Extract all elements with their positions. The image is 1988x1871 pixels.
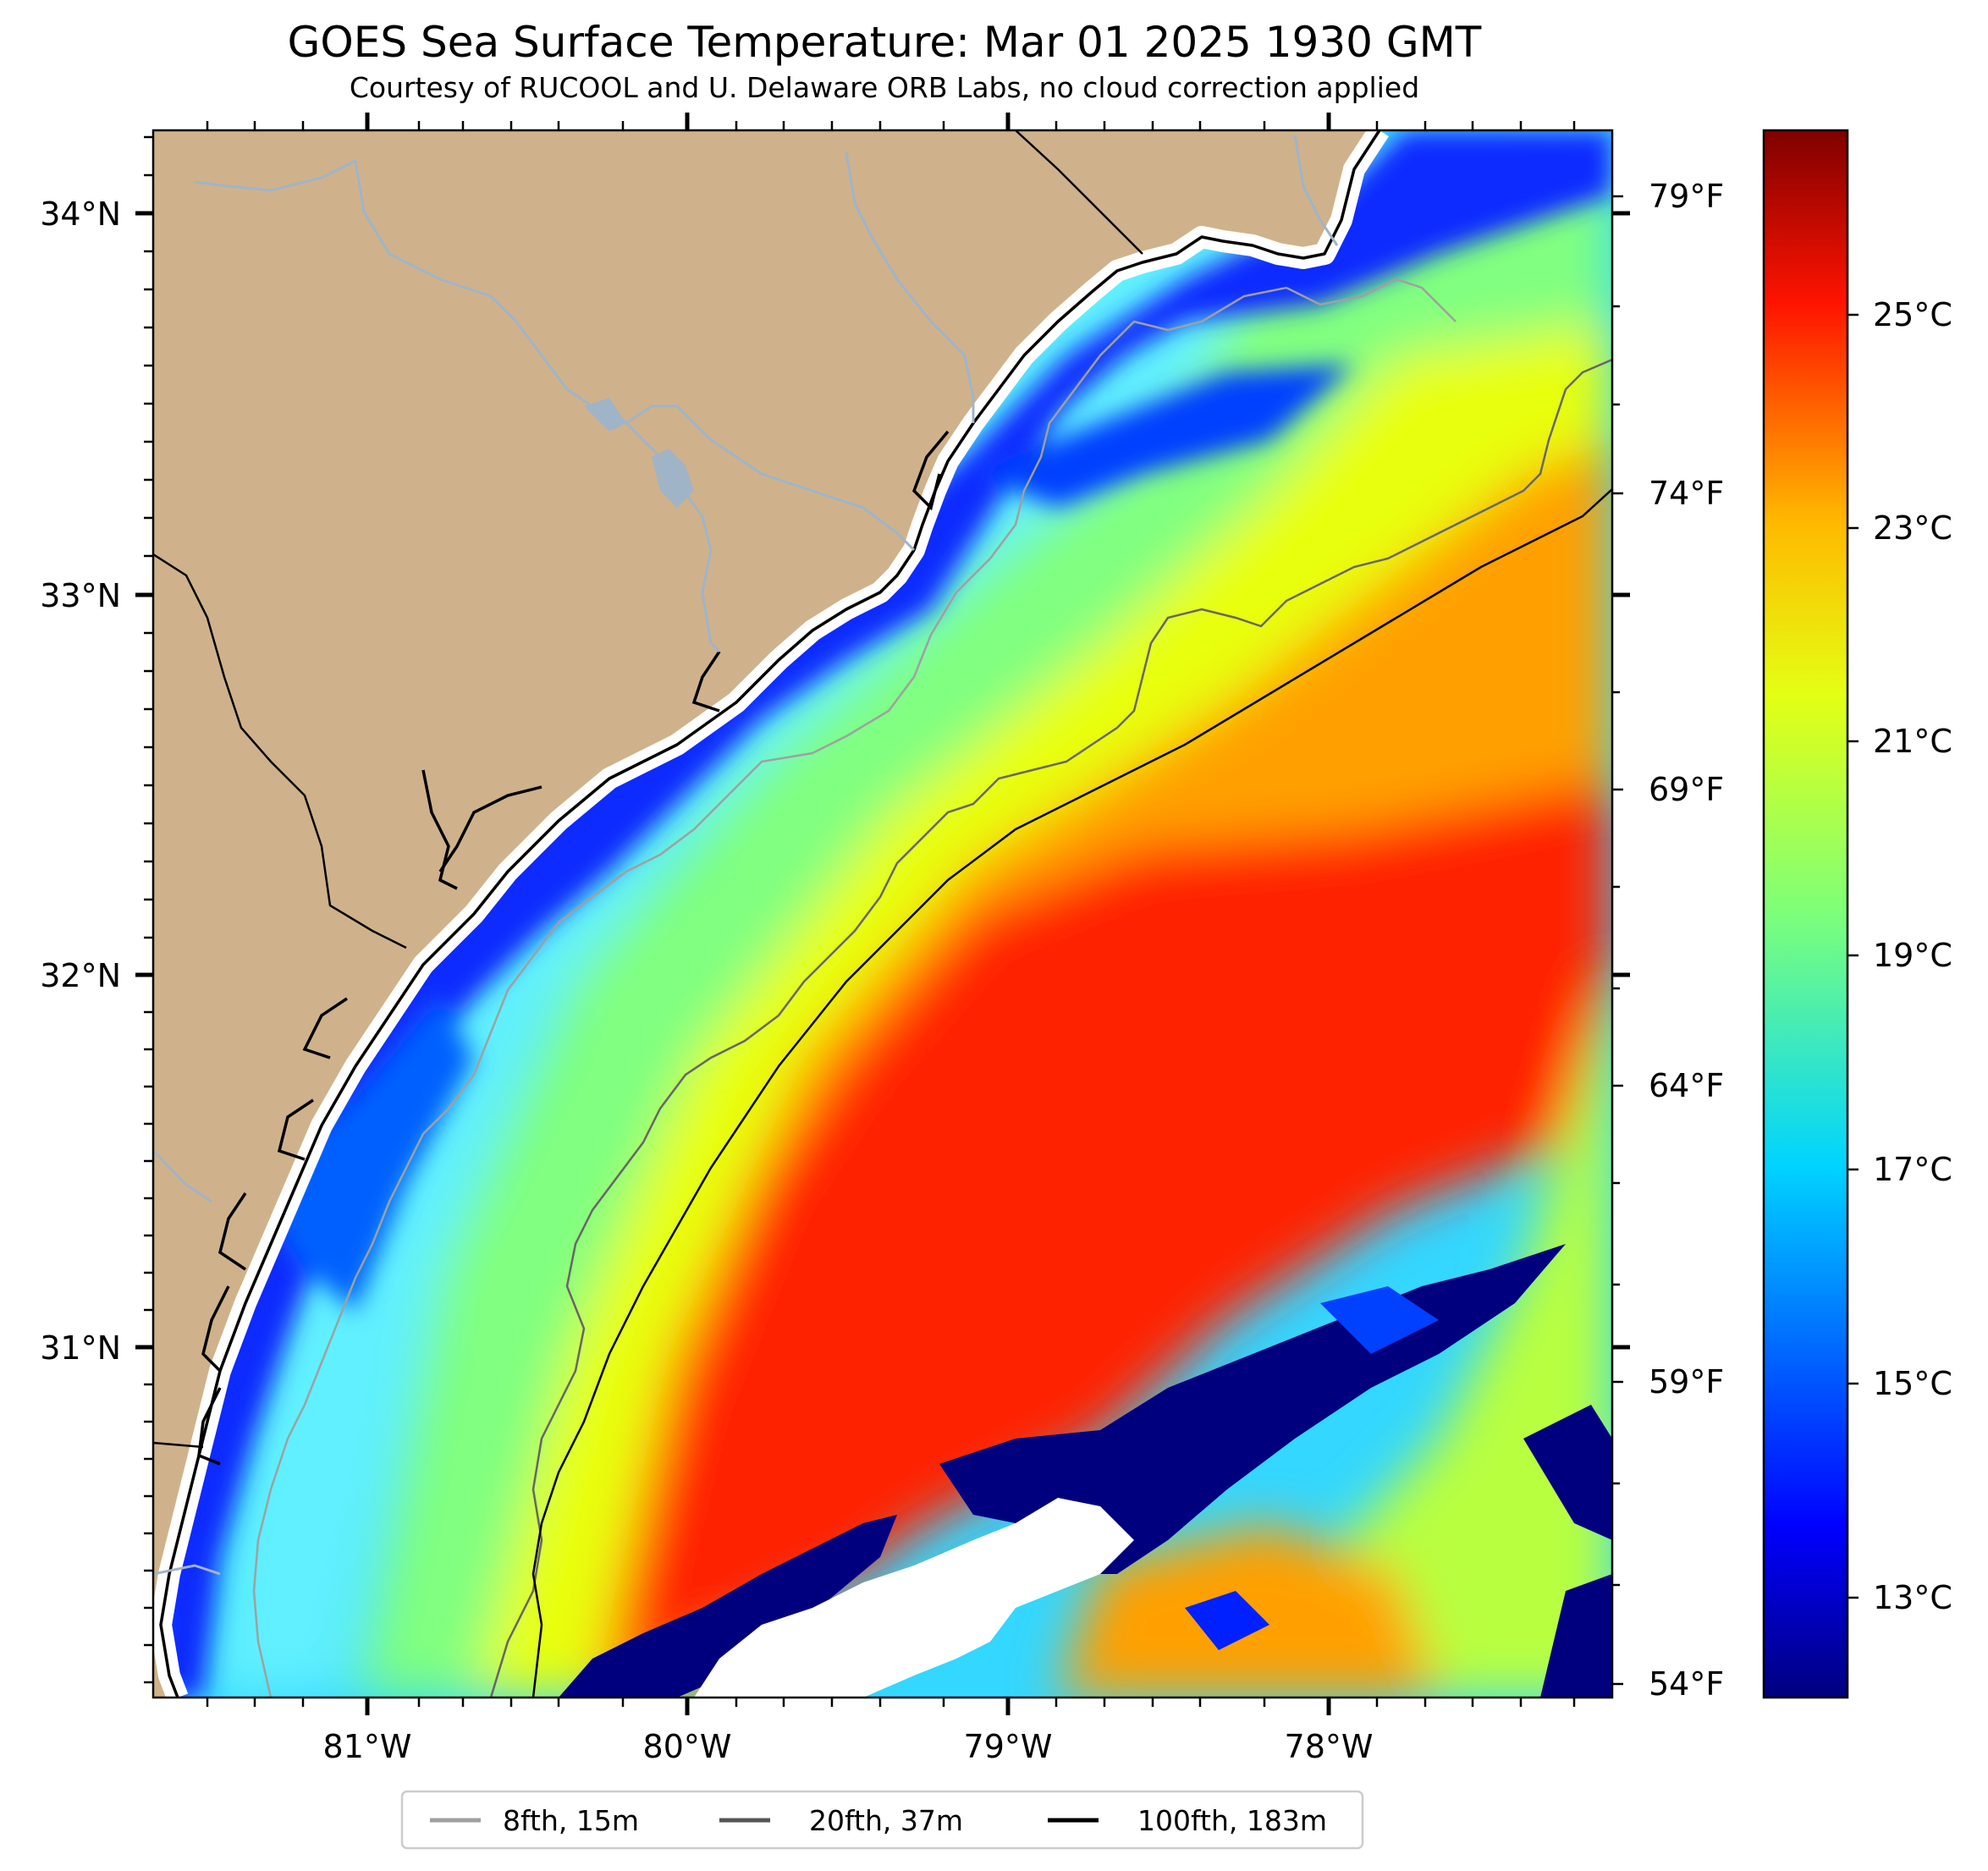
lat-label-31n: 31°N xyxy=(40,1329,121,1367)
fahrenheit-ticks xyxy=(1612,195,1623,1686)
colorbar-label-25c: 25°C xyxy=(1873,296,1952,333)
lat-minor-ticks xyxy=(144,135,153,1684)
cold-eddy-patches xyxy=(559,1244,1612,1698)
isobath-20fth xyxy=(489,358,1612,1698)
state-borders xyxy=(153,130,1143,1449)
fahrenheit-label-59: 59°F xyxy=(1649,1363,1724,1400)
map-frame xyxy=(151,129,1614,1699)
lat-major-ticks xyxy=(135,211,1630,1350)
colorbar xyxy=(1764,130,1848,1698)
isobath-8fth xyxy=(252,278,1457,1698)
colorbar-ticks xyxy=(1848,313,1859,1599)
colorbar-label-23c: 23°C xyxy=(1873,509,1952,547)
chart-title: GOES Sea Surface Temperature: Mar 01 202… xyxy=(287,18,1482,67)
reservoir xyxy=(652,448,694,508)
colorbar-label-13c: 13°C xyxy=(1873,1579,1952,1616)
legend-label-20fth: 20fth, 37m xyxy=(809,1804,963,1837)
colorbar-label-21c: 21°C xyxy=(1873,723,1952,760)
isobath-100fth xyxy=(531,488,1612,1698)
cloud-no-data xyxy=(694,1498,1134,1698)
lon-label-81w: 81°W xyxy=(323,1728,412,1765)
lat-label-32n: 32°N xyxy=(40,957,121,994)
fahrenheit-label-54: 54°F xyxy=(1649,1665,1724,1703)
sst-field xyxy=(203,130,1612,1698)
legend-label-8fth: 8fth, 15m xyxy=(503,1804,639,1837)
colorbar-label-15c: 15°C xyxy=(1873,1365,1952,1402)
land-mass xyxy=(153,130,1379,1698)
legend-label-100fth: 100fth, 183m xyxy=(1137,1804,1327,1837)
estuary-outlines xyxy=(197,430,950,1466)
legend-box xyxy=(400,1790,1364,1850)
lat-label-34n: 34°N xyxy=(40,195,121,233)
fahrenheit-label-64: 64°F xyxy=(1649,1067,1724,1104)
colorbar-label-17c: 17°C xyxy=(1873,1151,1952,1188)
lon-label-79w: 79°W xyxy=(964,1728,1053,1765)
fahrenheit-label-79: 79°F xyxy=(1649,178,1724,215)
lon-minor-ticks xyxy=(206,121,1576,1707)
colorbar-label-19c: 19°C xyxy=(1873,937,1952,974)
chart-subtitle: Courtesy of RUCOOL and U. Delaware ORB L… xyxy=(349,71,1420,104)
lon-major-ticks xyxy=(365,113,1331,1715)
lon-label-80w: 80°W xyxy=(643,1728,732,1765)
lat-label-33n: 33°N xyxy=(40,577,121,614)
fahrenheit-label-69: 69°F xyxy=(1649,771,1724,808)
map-area xyxy=(153,130,1612,1698)
lake xyxy=(584,398,626,432)
fahrenheit-label-74: 74°F xyxy=(1649,475,1724,512)
coastline xyxy=(159,130,1381,1698)
lon-label-78w: 78°W xyxy=(1285,1728,1374,1765)
colorbar-frame xyxy=(1762,129,1849,1699)
